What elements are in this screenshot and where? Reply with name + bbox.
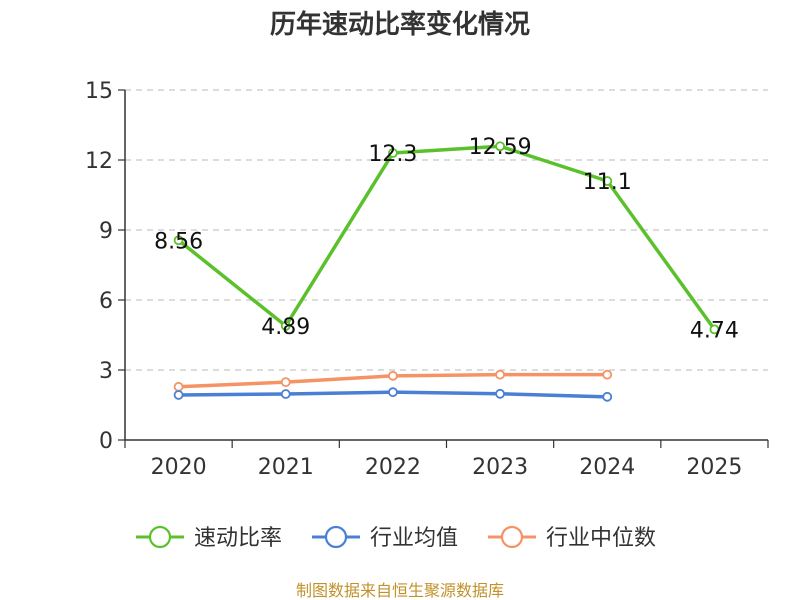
y-tick-label: 12 [85, 149, 113, 174]
legend-label: 行业中位数 [546, 526, 656, 551]
data-label: 12.59 [469, 135, 532, 160]
x-tick-label: 2024 [579, 455, 635, 480]
data-point [602, 176, 613, 186]
y-tick-label: 15 [85, 79, 113, 104]
data-point [173, 390, 184, 400]
data-point [280, 377, 291, 388]
tick-labels: 0 3 6 9 12 15 2020 2021 2022 2023 2024 2025 [85, 79, 742, 480]
data-point [495, 369, 505, 380]
x-tick-label: 2022 [365, 455, 421, 480]
data-point [388, 387, 398, 398]
source-note: 制图数据来自恒生聚源数据库 [296, 581, 504, 600]
series-lines [173, 141, 720, 402]
legend-marker [148, 525, 172, 549]
legend-marker [324, 525, 348, 549]
data-label: 11.1 [583, 170, 632, 195]
legend-marker [500, 525, 524, 549]
data-label: 4.74 [690, 318, 739, 343]
data-point [388, 148, 398, 158]
data-point [388, 370, 398, 381]
data-point [280, 320, 291, 331]
data-point [602, 391, 613, 402]
data-point [173, 235, 184, 246]
y-tick-label: 6 [99, 289, 113, 314]
data-point [495, 388, 505, 399]
y-tick-label: 0 [99, 429, 113, 454]
data-point [173, 381, 184, 392]
y-tick-label: 9 [99, 219, 113, 244]
x-tick-label: 2023 [472, 455, 528, 480]
data-point [280, 389, 291, 399]
y-tick-label: 3 [99, 359, 113, 384]
legend-label: 行业均值 [370, 526, 458, 551]
data-label: 4.89 [261, 315, 310, 340]
axes [118, 89, 769, 448]
legend-label: 速动比率 [194, 526, 282, 551]
data-point [495, 141, 505, 152]
x-tick-label: 2021 [258, 455, 314, 480]
data-point [602, 369, 613, 380]
chart-title: 历年速动比率变化情况 [270, 9, 530, 40]
data-point [709, 324, 720, 335]
x-tick-label: 2025 [686, 455, 742, 480]
legend: 速动比率 行业均值 行业中位数 [136, 525, 656, 551]
series-line-0 [177, 144, 716, 331]
data-label: 12.3 [368, 142, 417, 167]
grid-lines [125, 89, 768, 371]
x-tick-label: 2020 [151, 455, 207, 480]
data-labels: 8.56 4.89 12.3 12.59 11.1 4.74 [154, 135, 739, 343]
data-label: 8.56 [154, 229, 203, 254]
